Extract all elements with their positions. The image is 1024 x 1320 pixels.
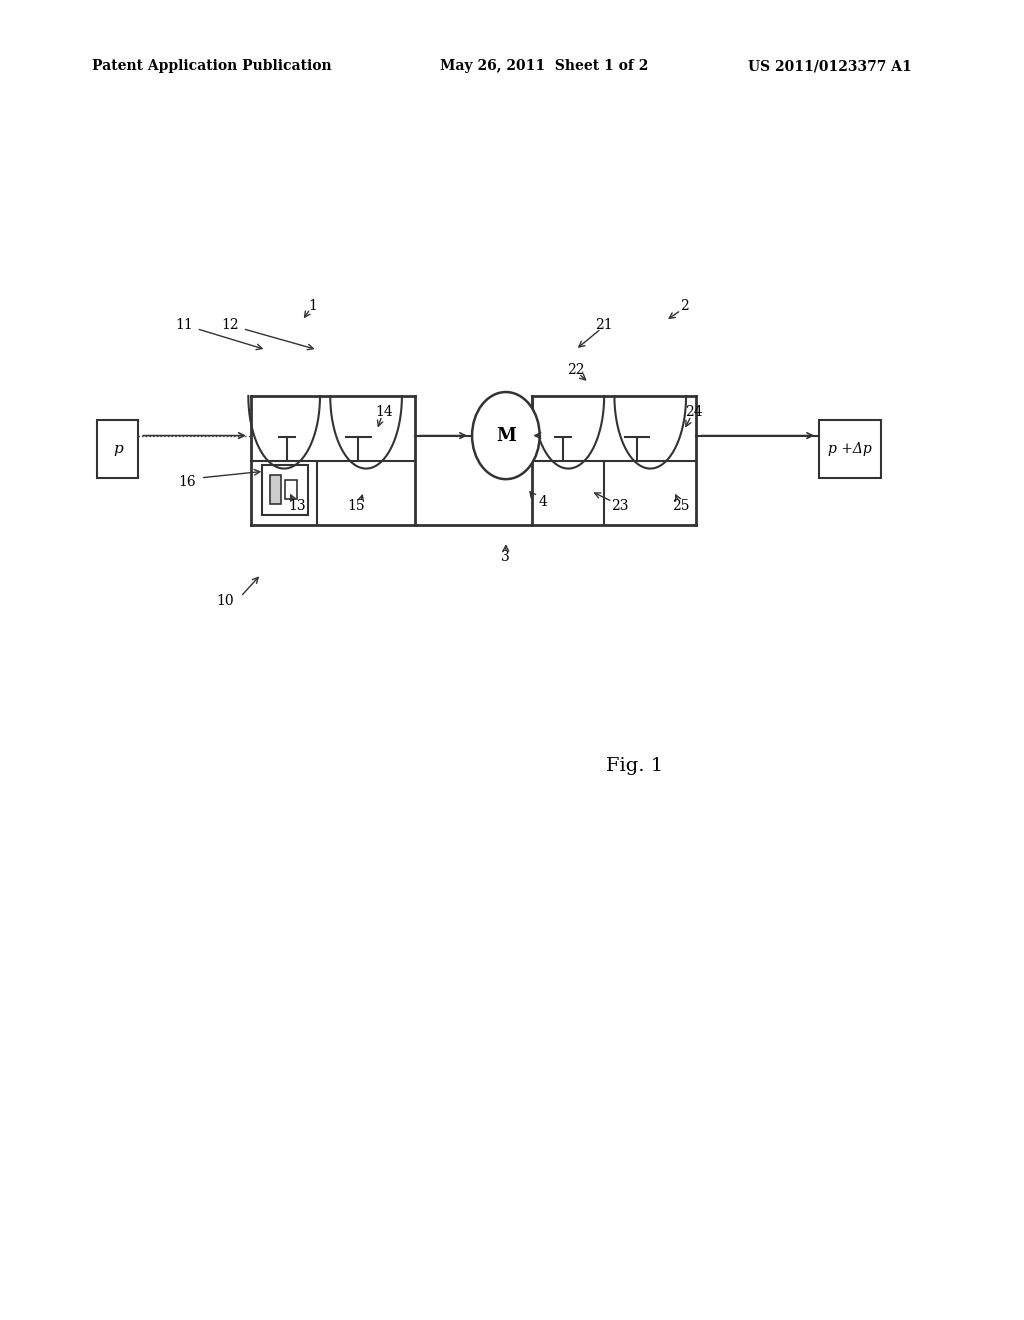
Text: 3: 3 (502, 550, 510, 564)
Text: 15: 15 (347, 499, 366, 512)
Text: 16: 16 (178, 475, 197, 488)
Text: 21: 21 (595, 318, 613, 331)
Text: Fig. 1: Fig. 1 (606, 756, 664, 775)
Text: 24: 24 (685, 405, 703, 418)
Text: 14: 14 (375, 405, 393, 418)
Text: p +Δp: p +Δp (828, 442, 871, 455)
Text: 22: 22 (566, 363, 585, 376)
Text: 11: 11 (175, 318, 194, 331)
Text: 10: 10 (216, 594, 234, 607)
FancyBboxPatch shape (270, 475, 281, 504)
Text: US 2011/0123377 A1: US 2011/0123377 A1 (748, 59, 911, 74)
Text: 2: 2 (680, 300, 688, 313)
Text: 13: 13 (288, 499, 306, 512)
Text: Patent Application Publication: Patent Application Publication (92, 59, 332, 74)
Text: 12: 12 (221, 318, 240, 331)
Text: p: p (113, 442, 123, 455)
Text: 1: 1 (308, 300, 316, 313)
Text: 4: 4 (539, 495, 547, 508)
Text: May 26, 2011  Sheet 1 of 2: May 26, 2011 Sheet 1 of 2 (440, 59, 648, 74)
Text: 23: 23 (610, 499, 629, 512)
Text: M: M (496, 426, 516, 445)
Text: 25: 25 (672, 499, 690, 512)
Circle shape (472, 392, 540, 479)
